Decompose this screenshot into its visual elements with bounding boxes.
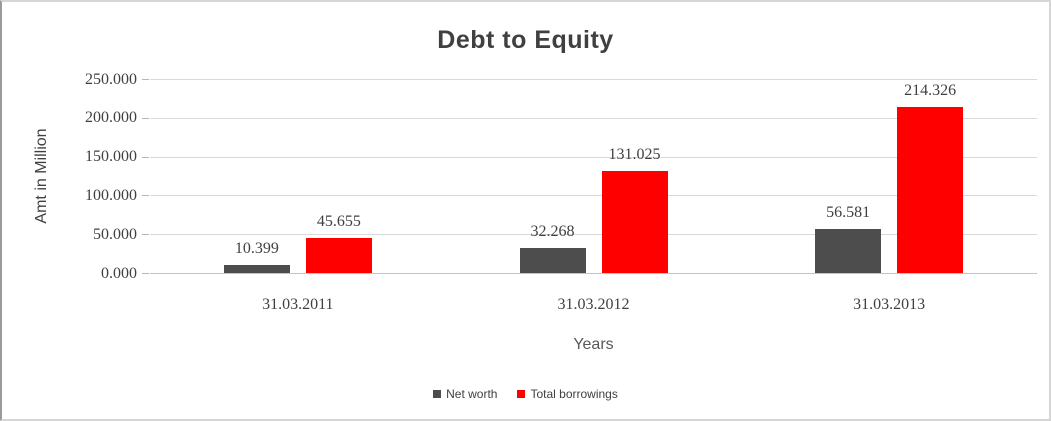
legend-swatch-total-borrowings: [517, 390, 526, 398]
bar-value-label: 131.025: [608, 146, 661, 164]
legend-item-net-worth: Net worth: [433, 387, 497, 401]
y-axis-title: Amt in Million: [33, 128, 50, 224]
legend-swatch-net-worth: [433, 390, 442, 398]
x-axis-line: [150, 273, 1037, 274]
bar-value-label: 56.581: [826, 204, 871, 222]
y-tick-label: 50.000: [93, 225, 137, 243]
y-tick-mark: [142, 234, 149, 236]
bar-total-borrowings: [897, 106, 964, 273]
bar-value-label: 214.326: [904, 81, 957, 99]
category-label: 31.03.2013: [853, 296, 926, 313]
chart-title: Debt to Equity: [437, 26, 614, 54]
y-tick-label: 250.000: [85, 70, 137, 88]
bar-value-label: 45.655: [316, 212, 361, 230]
y-tick-label: 100.000: [85, 186, 137, 204]
legend: Net worth Total borrowings: [2, 387, 1049, 401]
bar-value-label: 32.268: [530, 222, 575, 240]
gridline: [150, 234, 1037, 236]
bar-net-worth: [223, 264, 290, 273]
bar-value-label: 10.399: [234, 239, 279, 257]
x-axis-title: Years: [573, 336, 614, 353]
bar-total-borrowings: [601, 171, 668, 273]
category-label: 31.03.2011: [262, 296, 334, 313]
y-tick-mark: [142, 117, 149, 119]
gridline: [150, 79, 1037, 80]
y-tick-mark: [142, 79, 149, 80]
y-tick-mark: [142, 156, 149, 158]
legend-label: Net worth: [446, 387, 498, 401]
category-label: 31.03.2012: [557, 296, 630, 313]
gridline: [150, 195, 1037, 197]
y-tick-label: 150.000: [85, 148, 137, 166]
bar-net-worth: [519, 247, 586, 273]
y-tick-mark: [142, 195, 149, 197]
bar-total-borrowings: [305, 237, 372, 273]
legend-item-total-borrowings: Total borrowings: [517, 387, 618, 401]
legend-label: Total borrowings: [530, 387, 618, 401]
y-tick-label: 0.000: [101, 264, 137, 282]
bar-net-worth: [815, 229, 882, 273]
y-tick-mark: [142, 273, 149, 274]
y-tick-label: 200.000: [85, 109, 137, 127]
gridline: [150, 156, 1037, 158]
gridline: [150, 117, 1037, 119]
